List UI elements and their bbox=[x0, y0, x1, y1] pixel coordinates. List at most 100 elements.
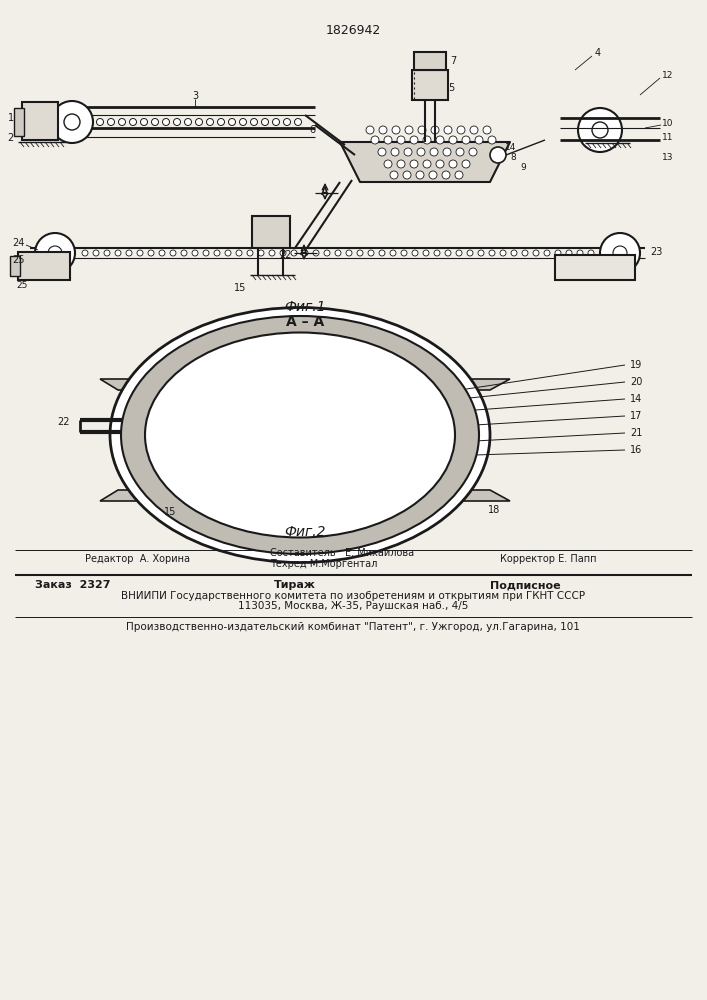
Circle shape bbox=[255, 391, 265, 401]
Circle shape bbox=[456, 148, 464, 156]
Circle shape bbox=[287, 461, 297, 471]
Circle shape bbox=[358, 340, 370, 352]
Text: 1826942: 1826942 bbox=[325, 23, 380, 36]
Circle shape bbox=[104, 250, 110, 256]
Circle shape bbox=[285, 418, 295, 428]
Circle shape bbox=[384, 136, 392, 144]
Circle shape bbox=[333, 433, 343, 443]
Circle shape bbox=[273, 433, 283, 443]
Ellipse shape bbox=[145, 332, 455, 538]
Circle shape bbox=[427, 472, 439, 484]
Bar bbox=[18, 252, 70, 280]
Text: А: А bbox=[300, 247, 308, 257]
Circle shape bbox=[270, 403, 280, 413]
Circle shape bbox=[416, 171, 424, 179]
Circle shape bbox=[192, 250, 198, 256]
Circle shape bbox=[300, 448, 310, 458]
Text: 13: 13 bbox=[662, 152, 674, 161]
Circle shape bbox=[307, 461, 317, 471]
Text: Заказ  2327: Заказ 2327 bbox=[35, 580, 110, 590]
Circle shape bbox=[600, 233, 640, 273]
Polygon shape bbox=[100, 379, 510, 390]
Circle shape bbox=[397, 136, 405, 144]
Circle shape bbox=[335, 250, 341, 256]
Circle shape bbox=[206, 118, 214, 125]
Circle shape bbox=[469, 148, 477, 156]
Text: 12: 12 bbox=[662, 70, 673, 80]
Circle shape bbox=[483, 126, 491, 134]
Circle shape bbox=[280, 447, 290, 457]
Circle shape bbox=[442, 429, 454, 441]
Circle shape bbox=[119, 118, 126, 125]
Circle shape bbox=[401, 250, 407, 256]
Circle shape bbox=[588, 250, 594, 256]
Bar bbox=[412, 70, 448, 100]
Circle shape bbox=[148, 250, 154, 256]
Circle shape bbox=[228, 118, 235, 125]
Circle shape bbox=[427, 386, 439, 398]
Text: 5: 5 bbox=[448, 83, 455, 93]
Circle shape bbox=[203, 250, 209, 256]
Text: 11: 11 bbox=[662, 132, 674, 141]
Circle shape bbox=[346, 250, 352, 256]
Circle shape bbox=[357, 250, 363, 256]
Circle shape bbox=[384, 160, 392, 168]
Bar bbox=[414, 52, 446, 70]
Circle shape bbox=[423, 250, 429, 256]
Text: ВНИИПИ Государственного комитета по изобретениям и открытиям при ГКНТ СССР: ВНИИПИ Государственного комитета по изоб… bbox=[121, 591, 585, 601]
Circle shape bbox=[489, 250, 495, 256]
Circle shape bbox=[250, 118, 257, 125]
Circle shape bbox=[410, 160, 418, 168]
Circle shape bbox=[260, 446, 270, 456]
Circle shape bbox=[330, 405, 340, 415]
Circle shape bbox=[291, 250, 297, 256]
Text: 6: 6 bbox=[310, 125, 316, 135]
Text: 7: 7 bbox=[450, 56, 456, 66]
Circle shape bbox=[290, 404, 300, 414]
Circle shape bbox=[366, 126, 374, 134]
Circle shape bbox=[201, 352, 214, 364]
Circle shape bbox=[313, 434, 323, 444]
Circle shape bbox=[146, 429, 158, 441]
Circle shape bbox=[333, 473, 343, 483]
Circle shape bbox=[566, 250, 572, 256]
Circle shape bbox=[96, 118, 103, 125]
Circle shape bbox=[371, 136, 379, 144]
Circle shape bbox=[449, 160, 457, 168]
Circle shape bbox=[436, 136, 444, 144]
Circle shape bbox=[225, 250, 231, 256]
Circle shape bbox=[403, 171, 411, 179]
Text: 15: 15 bbox=[234, 283, 246, 293]
Circle shape bbox=[613, 246, 627, 260]
Circle shape bbox=[315, 474, 325, 484]
Circle shape bbox=[360, 416, 370, 426]
Circle shape bbox=[265, 417, 275, 427]
Circle shape bbox=[262, 118, 269, 125]
Circle shape bbox=[397, 160, 405, 168]
Circle shape bbox=[170, 250, 176, 256]
Text: 2: 2 bbox=[8, 133, 14, 143]
Circle shape bbox=[462, 160, 470, 168]
Circle shape bbox=[82, 250, 88, 256]
Circle shape bbox=[467, 250, 473, 256]
Circle shape bbox=[592, 122, 608, 138]
Circle shape bbox=[423, 136, 431, 144]
Circle shape bbox=[345, 419, 355, 429]
Circle shape bbox=[475, 136, 483, 144]
Text: 22: 22 bbox=[57, 417, 70, 427]
Text: А – А: А – А bbox=[286, 315, 324, 329]
Circle shape bbox=[418, 126, 426, 134]
Text: 1: 1 bbox=[8, 113, 14, 123]
Text: 15: 15 bbox=[164, 507, 176, 517]
Circle shape bbox=[284, 118, 291, 125]
Circle shape bbox=[392, 126, 400, 134]
Circle shape bbox=[294, 528, 306, 540]
Circle shape bbox=[430, 148, 438, 156]
Circle shape bbox=[456, 250, 462, 256]
Circle shape bbox=[379, 126, 387, 134]
Ellipse shape bbox=[110, 308, 490, 562]
Circle shape bbox=[457, 126, 465, 134]
Circle shape bbox=[173, 118, 180, 125]
Circle shape bbox=[577, 250, 583, 256]
Text: 19: 19 bbox=[630, 360, 642, 370]
